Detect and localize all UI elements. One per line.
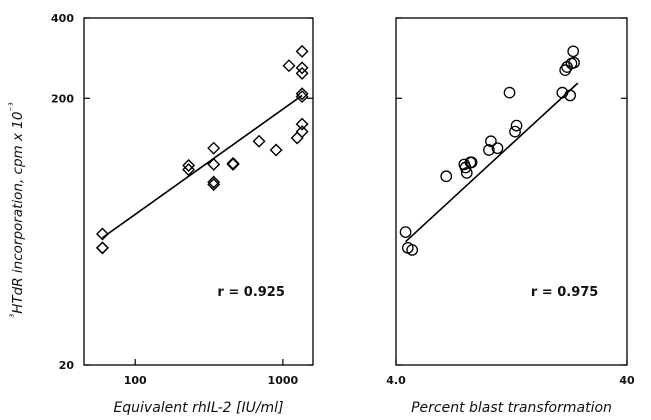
data-point (295, 90, 309, 104)
data-point (295, 125, 309, 139)
data-point (568, 56, 580, 69)
data-point (440, 170, 453, 183)
data-point (564, 89, 577, 102)
data-point (465, 156, 478, 169)
data-point (491, 142, 504, 155)
data-point (295, 66, 309, 80)
data-point (95, 227, 109, 241)
x-tick-label: 100 (124, 374, 147, 387)
data-point (207, 157, 221, 171)
data-point (510, 119, 523, 132)
plot-frame (395, 17, 628, 366)
data-point (485, 135, 497, 148)
x-tick-label: 4.0 (386, 374, 406, 387)
plot-frame (83, 17, 314, 366)
data-point (406, 244, 419, 256)
data-point (182, 158, 196, 172)
left-scatter-panel: 20 200 400 100 1000 r = 0.925 Equivalent rhIL-… (51, 12, 314, 416)
y-tick-label: 20 (59, 359, 75, 372)
data-point (207, 175, 221, 189)
data-point (503, 86, 516, 99)
data-point (252, 134, 266, 148)
y-tick-label: 200 (51, 92, 74, 105)
regression-line (405, 82, 579, 243)
data-point (207, 141, 221, 155)
data-point (95, 241, 109, 255)
data-point (399, 226, 412, 238)
correlation-annotation: r = 0.975 (531, 285, 598, 300)
right-scatter-panel: 4.0 40 r = 0.975 Percent blast transformati… (386, 17, 635, 416)
regression-line (101, 94, 303, 239)
data-point (269, 143, 283, 157)
x-tick-label: 1000 (268, 374, 299, 387)
data-point (460, 167, 473, 179)
x-axis-label: Equivalent rhIL-2 [IU/ml] (113, 400, 283, 416)
x-tick-label: 40 (619, 374, 635, 387)
data-point (567, 45, 580, 58)
y-tick-label: 400 (51, 12, 74, 25)
data-point (282, 59, 296, 73)
data-point (226, 157, 240, 171)
data-point (295, 61, 309, 75)
data-point (95, 241, 109, 255)
data-point (509, 125, 521, 138)
data-point (295, 117, 309, 131)
data-point (483, 144, 495, 156)
correlation-annotation: r = 0.925 (217, 285, 284, 300)
data-point (290, 131, 304, 145)
data-point (295, 44, 309, 58)
data-point (182, 163, 196, 177)
data-point (226, 156, 240, 170)
x-axis-label: Percent blast transformation (411, 400, 612, 416)
data-point (295, 87, 309, 101)
data-point (556, 86, 569, 99)
data-point (207, 178, 221, 192)
y-axis-label: ³HTdR incorporation, cpm x 10⁻³ (8, 102, 26, 317)
